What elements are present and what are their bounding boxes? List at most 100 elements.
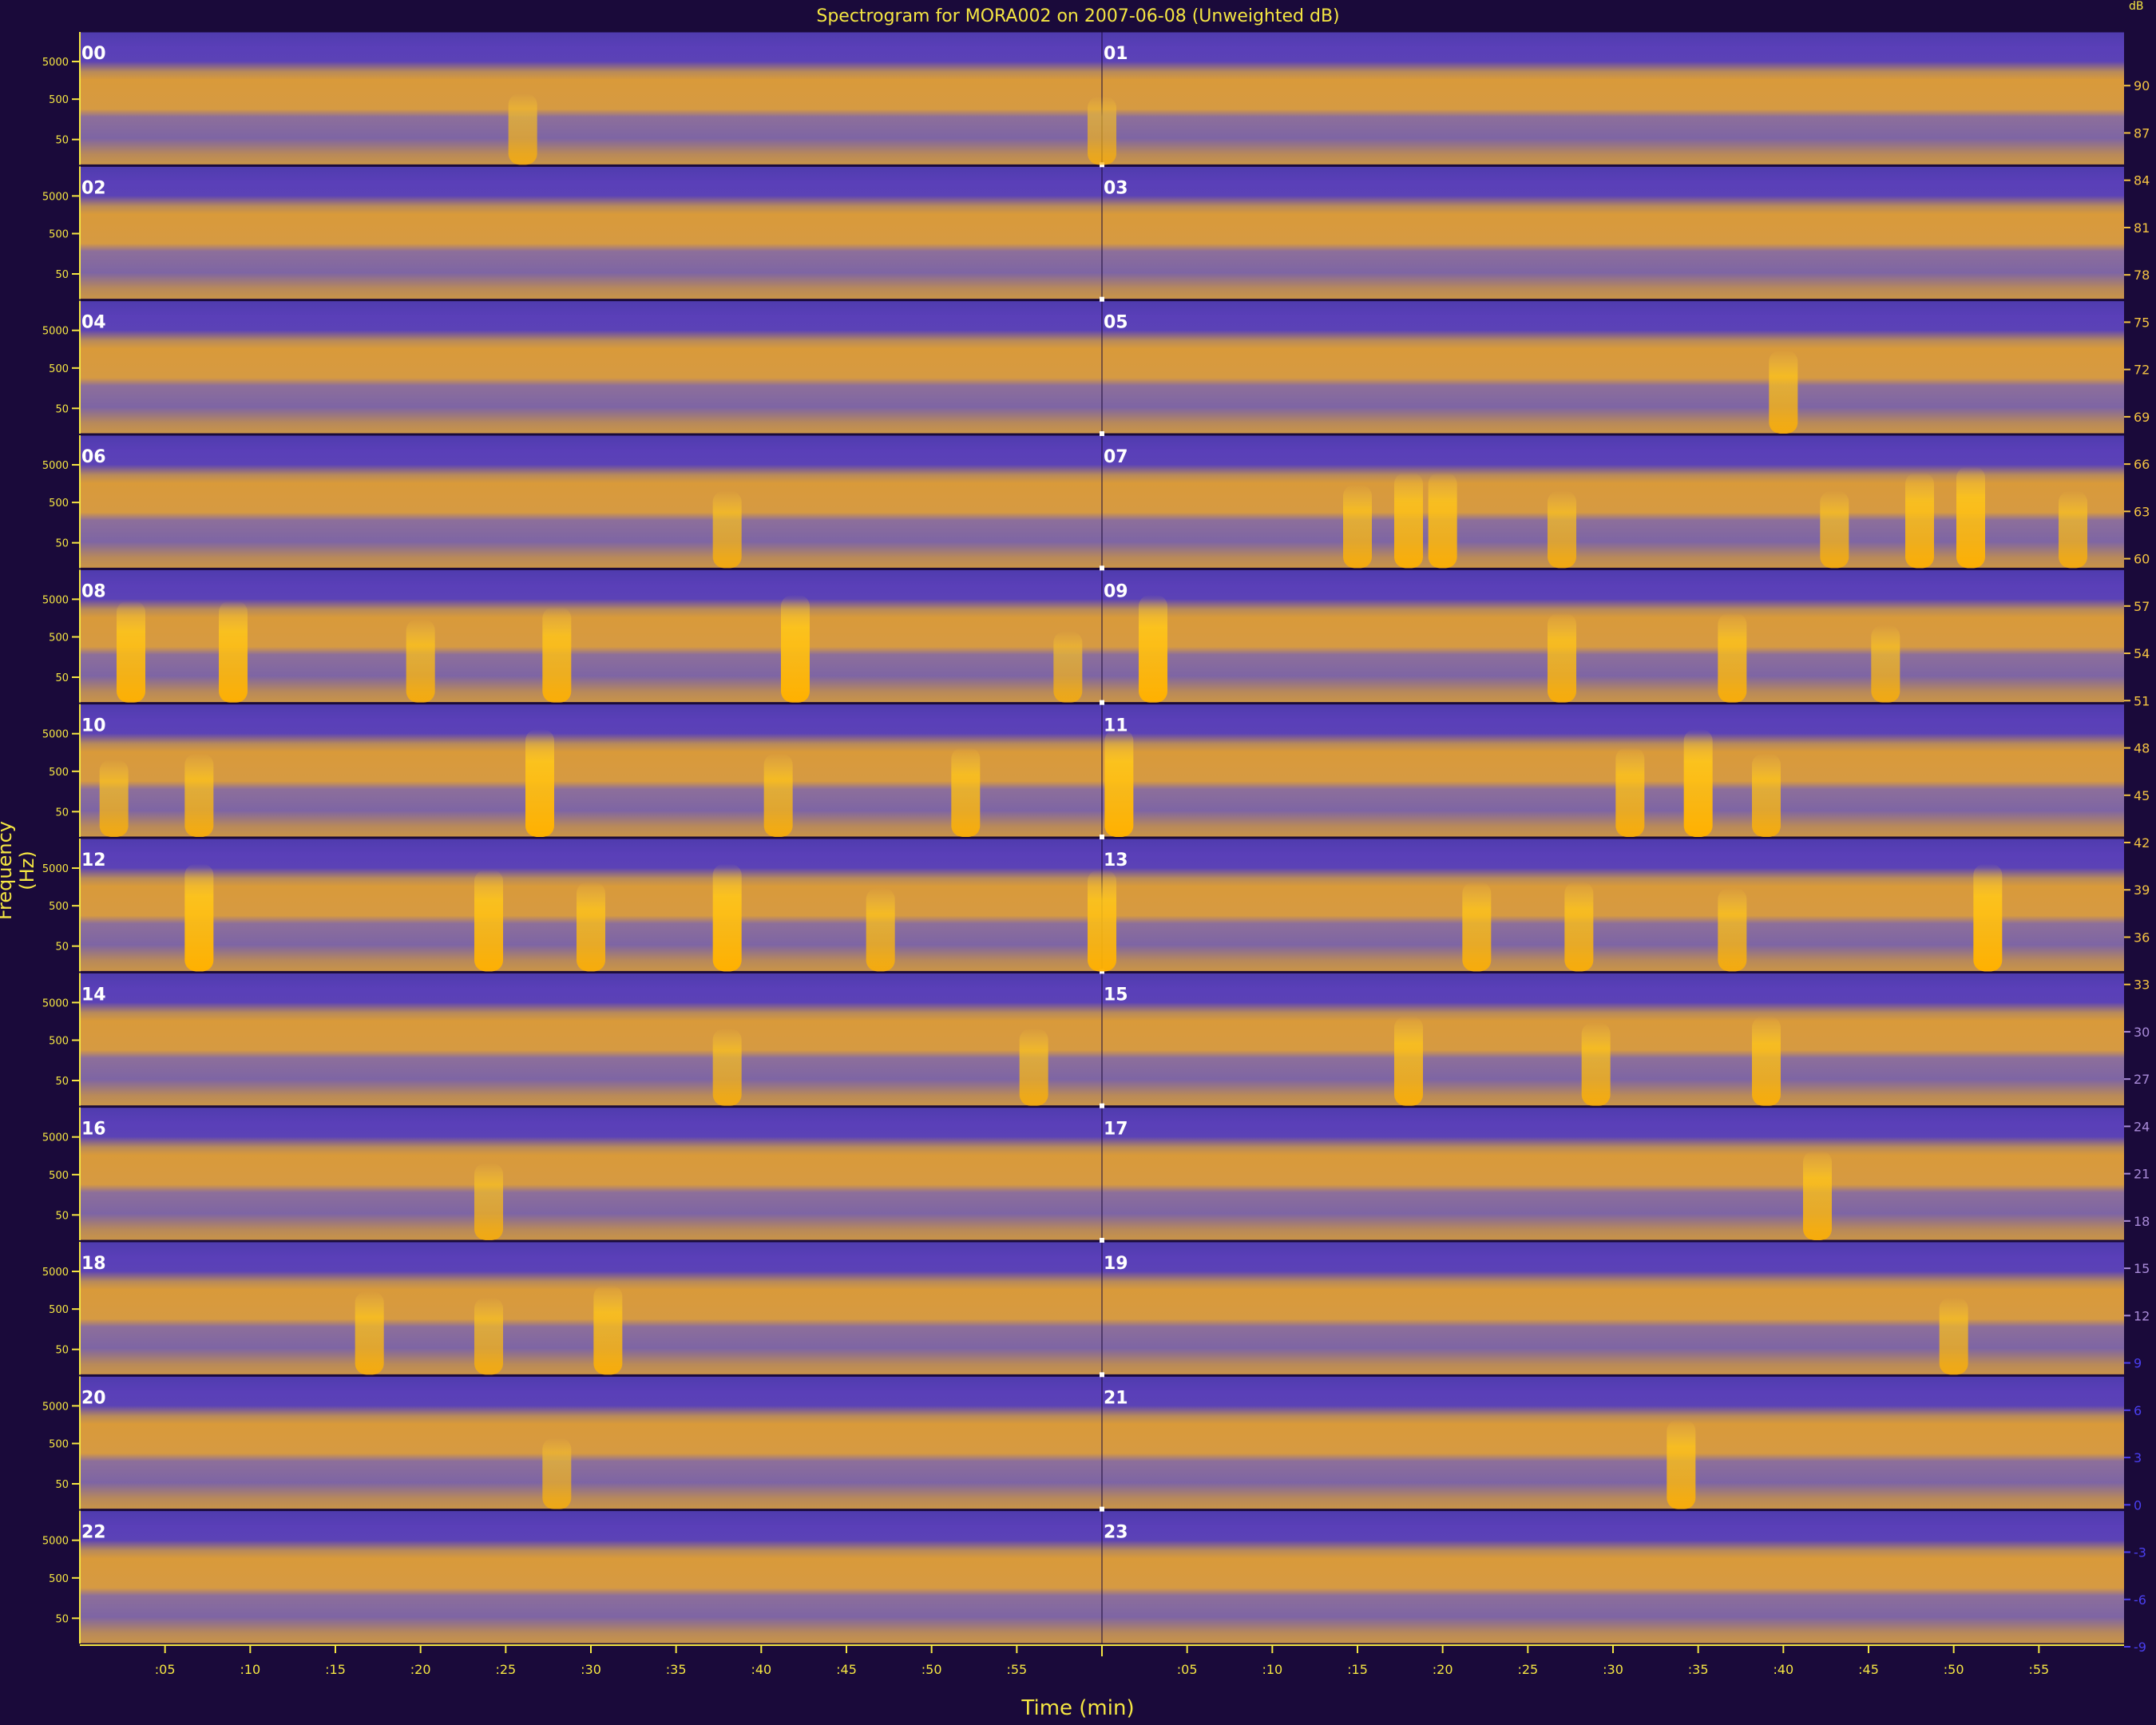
event-20-28 xyxy=(542,1438,572,1509)
hour-label-13: 13 xyxy=(1104,851,1128,870)
event-16-24 xyxy=(474,1163,503,1240)
y-tick-label: 500 xyxy=(49,1573,69,1585)
event-08-58 xyxy=(1053,631,1083,703)
panel-hour-06 xyxy=(80,435,1102,569)
y-tick-label: 500 xyxy=(49,1439,69,1451)
y-tick-label: 500 xyxy=(49,632,69,644)
x-tick-label: :10 xyxy=(240,1662,260,1677)
colorbar-tick-label: 3 xyxy=(2134,1450,2142,1465)
panel-hour-20 xyxy=(80,1376,1102,1509)
event-10-2 xyxy=(99,759,129,837)
midnight-marker xyxy=(1100,700,1104,705)
event-11-39 xyxy=(1752,753,1781,837)
colorbar-tick-label: 30 xyxy=(2134,1025,2150,1040)
y-tick-label: 50 xyxy=(55,403,69,415)
event-17-42 xyxy=(1803,1151,1832,1240)
event-15-29 xyxy=(1581,1022,1611,1106)
y-tick-label: 5000 xyxy=(42,1132,69,1144)
event-07-51 xyxy=(1956,466,1985,569)
hour-label-22: 22 xyxy=(81,1523,106,1543)
colorbar-tick-label: 90 xyxy=(2134,78,2150,93)
x-tick-label: :45 xyxy=(836,1662,857,1677)
x-axis-ticks: :05:10:15:20:25:30:35:40:45:50:55:05:10:… xyxy=(80,1644,2124,1677)
event-05-40 xyxy=(1769,350,1798,434)
midnight-marker xyxy=(1100,1238,1104,1243)
event-08-42 xyxy=(781,595,810,703)
y-tick-label: 50 xyxy=(55,1076,69,1088)
hour-label-08: 08 xyxy=(81,581,106,601)
y-tick-label: 50 xyxy=(55,269,69,281)
event-11-31 xyxy=(1615,748,1645,837)
x-tick-label: :05 xyxy=(155,1662,176,1677)
hour-label-12: 12 xyxy=(81,851,106,870)
panel-hour-14 xyxy=(80,973,1102,1106)
event-07-48 xyxy=(1905,472,1934,569)
event-15-18 xyxy=(1394,1016,1423,1106)
y-tick-label: 5000 xyxy=(42,729,69,741)
hour-label-17: 17 xyxy=(1104,1120,1128,1140)
y-tick-label: 50 xyxy=(55,807,69,819)
y-tick-label: 50 xyxy=(55,672,69,684)
event-13-52 xyxy=(1973,863,2003,972)
hour-label-05: 05 xyxy=(1104,313,1128,333)
y-tick-label: 500 xyxy=(49,1304,69,1316)
midnight-marker xyxy=(1100,1103,1104,1108)
event-08-20 xyxy=(406,619,435,703)
event-10-7 xyxy=(184,753,214,837)
x-tick-label: :35 xyxy=(666,1662,687,1677)
event-09-27 xyxy=(1548,613,1576,703)
panel-hour-04 xyxy=(80,300,1102,434)
y-tick-label: 5000 xyxy=(42,57,69,69)
panel-hour-03 xyxy=(1102,166,2124,299)
panel-hour-09 xyxy=(1102,569,2124,703)
panel-hour-21 xyxy=(1102,1376,2124,1509)
y-tick-label: 50 xyxy=(55,1613,69,1625)
hour-label-19: 19 xyxy=(1104,1254,1128,1274)
y-tick-label: 5000 xyxy=(42,326,69,338)
x-tick-label: :25 xyxy=(495,1662,516,1677)
event-13-0 xyxy=(1088,870,1116,972)
midnight-marker xyxy=(1100,835,1104,839)
panel-hour-01 xyxy=(1102,32,2124,165)
panel-hour-17 xyxy=(1102,1107,2124,1240)
event-07-57 xyxy=(2059,490,2087,569)
event-11-1 xyxy=(1104,729,1134,837)
hour-label-09: 09 xyxy=(1104,581,1128,601)
event-12-30 xyxy=(577,882,605,972)
event-13-37 xyxy=(1718,887,1747,972)
event-00-26 xyxy=(508,93,537,165)
hour-label-11: 11 xyxy=(1104,716,1128,736)
y-tick-label: 50 xyxy=(55,135,69,147)
hour-label-03: 03 xyxy=(1104,178,1128,198)
colorbar-tick-label: 66 xyxy=(2134,457,2150,472)
y-tick-label: 50 xyxy=(55,1479,69,1491)
panel-hour-22 xyxy=(80,1510,1102,1644)
event-13-22 xyxy=(1462,882,1492,972)
colorbar-tick-label: 33 xyxy=(2134,978,2150,993)
y-tick-label: 50 xyxy=(55,942,69,954)
x-tick-label: :55 xyxy=(1006,1662,1027,1677)
event-08-28 xyxy=(542,607,572,703)
y-tick-label: 50 xyxy=(55,1210,69,1222)
x-tick-label: :40 xyxy=(1773,1662,1793,1677)
x-tick-label: :15 xyxy=(325,1662,346,1677)
y-tick-label: 500 xyxy=(49,1036,69,1048)
colorbar-tick-label: 48 xyxy=(2134,741,2150,756)
hour-label-14: 14 xyxy=(81,985,106,1005)
event-10-52 xyxy=(951,748,981,837)
colorbar-tick-label: 45 xyxy=(2134,788,2150,803)
chart-title: Spectrogram for MORA002 on 2007-06-08 (U… xyxy=(816,6,1340,26)
x-tick-label: :55 xyxy=(2028,1662,2049,1677)
hour-label-18: 18 xyxy=(81,1254,106,1274)
event-09-46 xyxy=(1871,625,1900,703)
event-09-37 xyxy=(1718,613,1747,703)
colorbar-tick-label: 78 xyxy=(2134,268,2150,283)
colorbar-tick-label: 6 xyxy=(2134,1403,2142,1418)
y-tick-label: 500 xyxy=(49,363,69,375)
hour-label-10: 10 xyxy=(81,716,106,736)
event-15-39 xyxy=(1752,1016,1781,1106)
colorbar-tick-label: -9 xyxy=(2134,1640,2146,1655)
y-tick-label: 5000 xyxy=(42,1536,69,1548)
hour-label-02: 02 xyxy=(81,178,106,198)
x-tick-label: :10 xyxy=(1262,1662,1282,1677)
